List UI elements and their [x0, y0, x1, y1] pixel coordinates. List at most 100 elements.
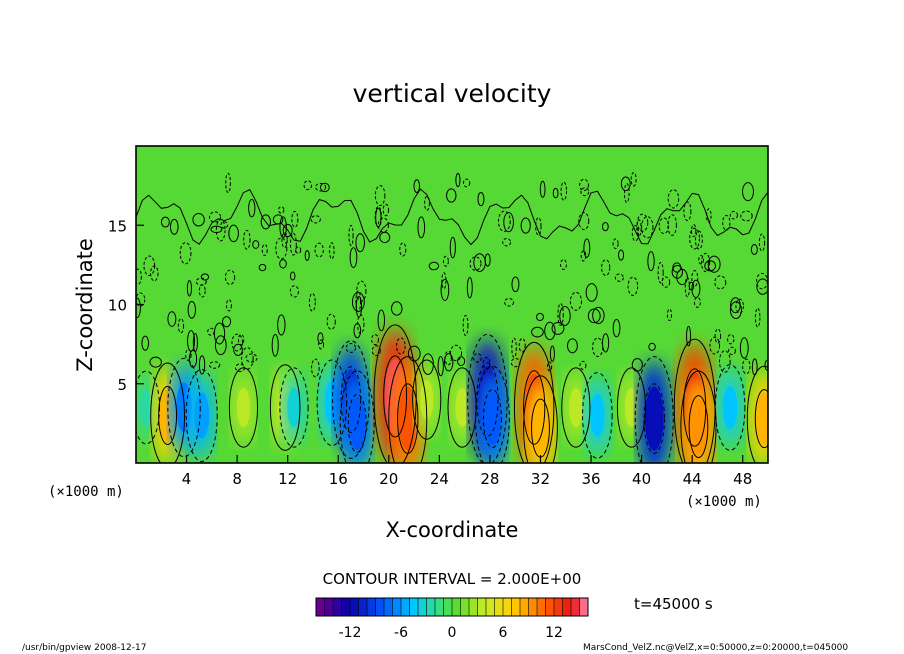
contour-line [440, 278, 450, 301]
contour-line [592, 306, 605, 325]
colorbar-swatch [554, 598, 563, 616]
contour-line [150, 362, 185, 463]
contour-line [374, 206, 382, 228]
contour-line [511, 276, 520, 293]
contour-line [672, 262, 682, 273]
x-unit-left: (×1000 m) [48, 484, 124, 500]
contour-line [535, 217, 542, 236]
contour-line [641, 216, 654, 239]
contour-line [634, 356, 674, 463]
contour-line [228, 224, 239, 243]
contour-line [192, 332, 198, 352]
contour-line [383, 355, 408, 438]
contour-line [390, 301, 403, 316]
contour-line [318, 339, 325, 350]
colorbar-swatch [520, 598, 529, 616]
contour-line [551, 321, 565, 335]
x-tick-label: 28 [480, 470, 499, 488]
contour-line [304, 250, 310, 261]
contour-line [347, 393, 367, 453]
contour-line [688, 281, 695, 291]
contour-line [353, 323, 362, 339]
contour-line [469, 256, 482, 271]
contour-line [329, 242, 335, 260]
contour-line [379, 231, 391, 244]
contour-line [735, 298, 744, 314]
velocity-cell-core [590, 394, 605, 437]
colorbar-swatch [503, 598, 512, 616]
contour-line [258, 263, 267, 272]
contour-line [583, 238, 591, 258]
colorbar-swatch [426, 598, 436, 616]
contour-line [754, 389, 768, 449]
contour-line [208, 211, 222, 223]
colorbar-swatch [350, 598, 359, 616]
contour-line [539, 180, 546, 198]
contour-line [303, 180, 313, 191]
contour-line [592, 337, 604, 357]
y-tick-label: 5 [117, 376, 127, 394]
contour-line [371, 345, 381, 357]
contour-line [226, 299, 232, 312]
velocity-cell-core [139, 389, 153, 426]
contour-line [200, 273, 210, 281]
contour-line [187, 330, 196, 352]
contour-line [136, 297, 141, 318]
contour-line [714, 275, 727, 290]
contour-line [694, 230, 703, 250]
contour-line [756, 278, 768, 295]
contour-line [520, 217, 531, 234]
contour-line [339, 370, 375, 463]
contour-line [707, 255, 721, 273]
contour-line [185, 348, 192, 361]
contour-line [412, 359, 442, 440]
colorbar-swatch [333, 598, 342, 616]
contour-line [728, 346, 736, 356]
contour-line [746, 365, 768, 463]
contour-line [192, 213, 205, 227]
x-tick-label: 36 [581, 470, 600, 488]
colorbar-swatch [537, 598, 546, 616]
colorbar-tick-label: -12 [339, 625, 362, 641]
contour-line [279, 367, 309, 448]
contour-line [466, 277, 473, 299]
contour-line [704, 260, 717, 272]
contour-line [636, 219, 642, 237]
contour-line [149, 356, 162, 368]
contour-line [185, 368, 218, 462]
contour-line [701, 252, 711, 273]
velocity-cell-core [532, 401, 549, 455]
footer-right: MarsCond_VelZ.nc@VelZ,x=0:50000,z=0:2000… [583, 643, 848, 653]
contour-line [295, 246, 302, 254]
contour-line [237, 333, 245, 346]
contour-line [729, 301, 742, 319]
colorbar-tick-label: 12 [545, 625, 563, 641]
contour-line [657, 262, 664, 284]
contour-line [417, 216, 426, 239]
contour-line [198, 355, 206, 375]
contour-line [319, 182, 330, 193]
contour-line [356, 280, 367, 302]
contour-line [504, 298, 515, 307]
colorbar-swatch [511, 598, 521, 616]
contour-line [428, 261, 440, 271]
contour-line [579, 178, 589, 192]
contour-line [150, 265, 159, 282]
colorbar-swatch [545, 598, 555, 616]
contour-line [442, 255, 449, 267]
contour-line [275, 237, 288, 260]
contour-line [473, 353, 482, 363]
contour-line [497, 210, 511, 232]
contour-line [141, 335, 150, 351]
contour-line [477, 191, 485, 207]
colorbar-swatch [435, 598, 444, 616]
contour-line [315, 182, 327, 192]
contour-line [355, 233, 365, 253]
contour-line [289, 285, 299, 298]
contour-line [531, 326, 544, 338]
colorbar-tick-label: -6 [394, 625, 408, 641]
colorbar-tick-label: 6 [499, 625, 508, 641]
colorbar-swatch [316, 598, 325, 616]
contour-line [684, 276, 690, 298]
contour-line [620, 176, 631, 192]
